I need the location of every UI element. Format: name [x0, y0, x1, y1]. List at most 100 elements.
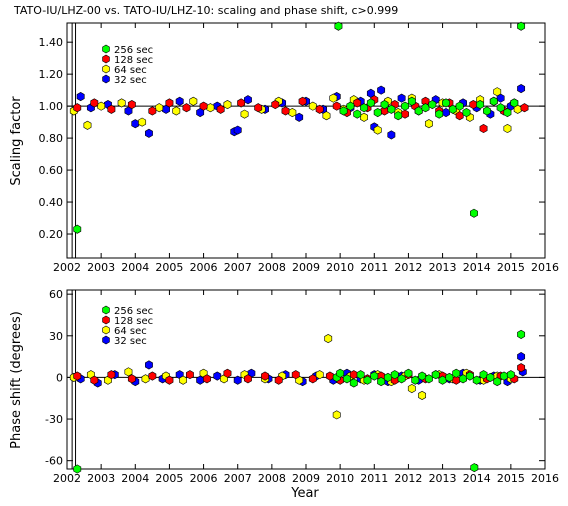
- phase-ticks: [66, 290, 546, 469]
- scaling-x-tick-label: 2007: [224, 261, 252, 274]
- scaling-point-32-sec: [517, 83, 526, 94]
- phase-x-tick-label: 2009: [292, 472, 320, 485]
- scaling-legend-label-64-sec: 64 sec: [114, 65, 147, 76]
- phase-x-tick-label: 2012: [394, 472, 422, 485]
- phase-point-128-sec: [73, 371, 82, 381]
- phase-point-128-sec: [291, 370, 300, 380]
- scaling-point-128-sec: [298, 96, 307, 106]
- scaling-point-32-sec: [145, 128, 153, 138]
- scaling-point-64-sec: [360, 112, 368, 122]
- phase-point-256-sec: [390, 370, 399, 380]
- scaling-y-tick-labels: 0.20 0.40 0.60 0.80 1.00 1.20 1.40: [39, 36, 64, 241]
- scaling-legend-marker-32-sec: [102, 74, 110, 84]
- scaling-point-32-sec: [387, 130, 396, 140]
- phase-point-128-sec: [517, 363, 526, 373]
- phase-x-tick-label: 2011: [360, 472, 388, 485]
- scaling-x-tick-label: 2015: [497, 261, 525, 274]
- phase-point-256-sec: [445, 372, 454, 382]
- phase-x-tick-label: 2007: [224, 472, 252, 485]
- phase-point-32-sec: [517, 352, 526, 362]
- scaling-point-64-sec: [83, 120, 92, 130]
- scaling-ticks: [66, 23, 546, 258]
- scaling-legend-marker-256-sec: [102, 44, 110, 54]
- phase-point-32-sec: [213, 371, 222, 381]
- phase-points: [69, 329, 527, 474]
- scaling-point-256-sec: [428, 99, 437, 110]
- phase-x-tick-label: 2010: [326, 472, 354, 485]
- phase-x-tick-label: 2014: [463, 472, 491, 485]
- phase-point-256-sec: [465, 371, 474, 381]
- phase-point-64-sec: [124, 367, 133, 377]
- scaling-point-32-sec: [233, 125, 242, 135]
- phase-point-64-sec: [315, 370, 324, 380]
- phase-point-128-sec: [90, 375, 99, 385]
- scaling-legend-label-256-sec: 256 sec: [114, 45, 153, 56]
- scaling-x-tick-label: 2002: [53, 261, 81, 274]
- scaling-y-tick-label: 0.20: [39, 228, 64, 241]
- scaling-point-128-sec: [165, 98, 174, 108]
- phase-x-tick-label: 2015: [497, 472, 525, 485]
- phase-point-256-sec: [517, 329, 526, 339]
- phase-panel: -60 -30 0 30 60 2002 2003 2004 2005 2006 2007 2008…: [9, 288, 559, 501]
- scaling-point-64-sec: [206, 103, 215, 113]
- scaling-point-128-sec: [479, 123, 488, 134]
- phase-point-256-sec: [397, 374, 406, 384]
- scaling-point-128-sec: [332, 101, 341, 111]
- phase-point-128-sec: [325, 371, 334, 381]
- scaling-point-64-sec: [138, 117, 147, 127]
- scaling-point-64-sec: [288, 107, 297, 118]
- scaling-point-256-sec: [73, 224, 82, 234]
- scaling-y-axis-label: Scaling factor: [9, 96, 24, 186]
- phase-point-128-sec: [261, 371, 269, 381]
- scaling-point-256-sec: [360, 103, 368, 113]
- scaling-point-256-sec: [414, 106, 423, 116]
- phase-point-64-sec: [179, 375, 188, 385]
- scaling-point-256-sec: [510, 98, 519, 108]
- phase-legend-label-256-sec: 256 sec: [114, 306, 153, 317]
- scaling-point-128-sec: [455, 111, 464, 121]
- scaling-point-128-sec: [281, 106, 290, 116]
- phase-x-tick-label: 2003: [87, 472, 115, 485]
- scaling-y-tick-label: 1.20: [39, 68, 64, 81]
- scaling-x-tick-label: 2014: [463, 261, 491, 274]
- scaling-point-256-sec: [407, 96, 416, 106]
- phase-y-tick-label: -60: [45, 455, 63, 468]
- scaling-point-256-sec: [334, 21, 343, 31]
- phase-point-256-sec: [336, 368, 345, 378]
- scaling-point-64-sec: [97, 101, 106, 111]
- phase-point-256-sec: [370, 371, 379, 381]
- phase-y-axis-label: Phase shift (degrees): [9, 311, 24, 449]
- phase-point-128-sec: [127, 374, 136, 384]
- scaling-point-128-sec: [520, 103, 529, 113]
- scaling-point-128-sec: [107, 104, 116, 114]
- scaling-point-128-sec: [237, 98, 246, 108]
- scaling-point-256-sec: [517, 21, 526, 31]
- phase-point-128-sec: [148, 371, 157, 381]
- phase-point-256-sec: [356, 370, 365, 380]
- scaling-point-256-sec: [401, 101, 409, 111]
- scaling-point-128-sec: [182, 103, 191, 113]
- scaling-point-128-sec: [127, 99, 136, 110]
- scaling-x-tick-label: 2011: [360, 261, 388, 274]
- scaling-x-tick-labels: 2002 2003 2004 2005 2006 2007 2008 2009 2010 2011…: [53, 261, 559, 274]
- scaling-point-64-sec: [308, 101, 317, 111]
- phase-x-tick-label: 2004: [121, 472, 149, 485]
- scaling-point-256-sec: [421, 103, 430, 113]
- scaling-point-256-sec: [448, 104, 457, 114]
- phase-y-tick-label: -30: [45, 413, 63, 426]
- phase-y-tick-labels: -60 -30 0 30 60: [45, 288, 63, 468]
- phase-point-256-sec: [506, 370, 515, 380]
- scaling-legend-label-32-sec: 32 sec: [114, 75, 147, 86]
- scaling-point-64-sec: [189, 96, 198, 106]
- scaling-point-256-sec: [496, 103, 505, 113]
- scaling-point-128-sec: [401, 109, 409, 119]
- phase-point-256-sec: [384, 372, 392, 382]
- scaling-point-256-sec: [387, 104, 396, 114]
- phase-point-128-sec: [274, 375, 283, 385]
- phase-point-256-sec: [493, 377, 502, 387]
- scaling-point-32-sec: [442, 107, 450, 118]
- scaling-x-tick-label: 2008: [258, 261, 286, 274]
- phase-x-tick-label: 2005: [155, 472, 183, 485]
- scaling-point-256-sec: [476, 99, 485, 110]
